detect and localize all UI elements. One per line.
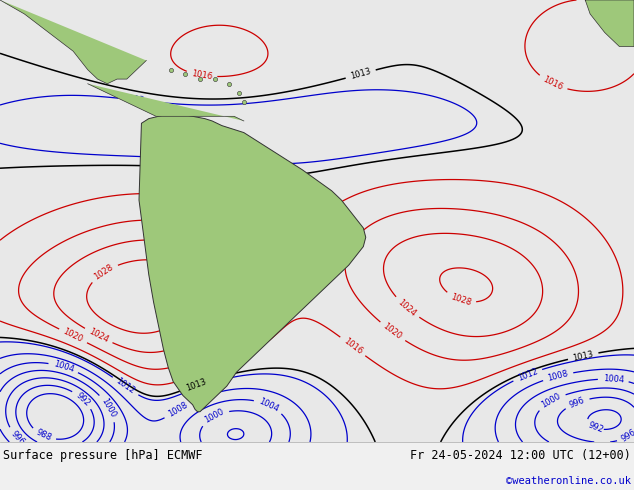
- Polygon shape: [585, 0, 634, 47]
- Text: 1008: 1008: [167, 401, 190, 419]
- Text: 1012: 1012: [516, 367, 539, 383]
- Text: 996: 996: [619, 428, 634, 444]
- Polygon shape: [585, 0, 634, 9]
- Text: 1016: 1016: [541, 75, 564, 92]
- Text: 1028: 1028: [450, 292, 472, 307]
- Polygon shape: [87, 84, 244, 121]
- Text: 996: 996: [9, 429, 26, 446]
- Text: 1000: 1000: [203, 407, 226, 425]
- Text: 1028: 1028: [93, 263, 115, 282]
- Text: 1004: 1004: [602, 374, 624, 385]
- Text: 992: 992: [74, 391, 91, 408]
- Text: ©weatheronline.co.uk: ©weatheronline.co.uk: [506, 476, 631, 487]
- Text: 1000: 1000: [100, 396, 118, 419]
- Text: 1012: 1012: [122, 94, 145, 105]
- Text: 1013: 1013: [572, 349, 595, 363]
- Text: 1008: 1008: [547, 369, 569, 383]
- Text: 1016: 1016: [615, 2, 634, 22]
- Text: 1016: 1016: [342, 337, 364, 356]
- Text: 992: 992: [587, 421, 605, 435]
- Text: 1020: 1020: [61, 327, 84, 344]
- Text: 1020: 1020: [382, 322, 404, 342]
- Text: 1013: 1013: [184, 377, 207, 393]
- Polygon shape: [139, 114, 366, 412]
- Text: 1012: 1012: [114, 376, 136, 396]
- Text: 1024: 1024: [87, 327, 110, 345]
- Text: 988: 988: [34, 428, 53, 443]
- Text: 1024: 1024: [396, 297, 418, 318]
- Text: 1013: 1013: [349, 67, 372, 81]
- Text: Fr 24-05-2024 12:00 UTC (12+00): Fr 24-05-2024 12:00 UTC (12+00): [410, 449, 631, 462]
- Text: 1004: 1004: [257, 397, 280, 414]
- Text: 1016: 1016: [191, 69, 213, 81]
- Text: Surface pressure [hPa] ECMWF: Surface pressure [hPa] ECMWF: [3, 449, 203, 462]
- Text: 1000: 1000: [540, 392, 563, 410]
- Text: 1004: 1004: [52, 360, 75, 374]
- Polygon shape: [0, 0, 146, 84]
- Text: 996: 996: [568, 395, 586, 410]
